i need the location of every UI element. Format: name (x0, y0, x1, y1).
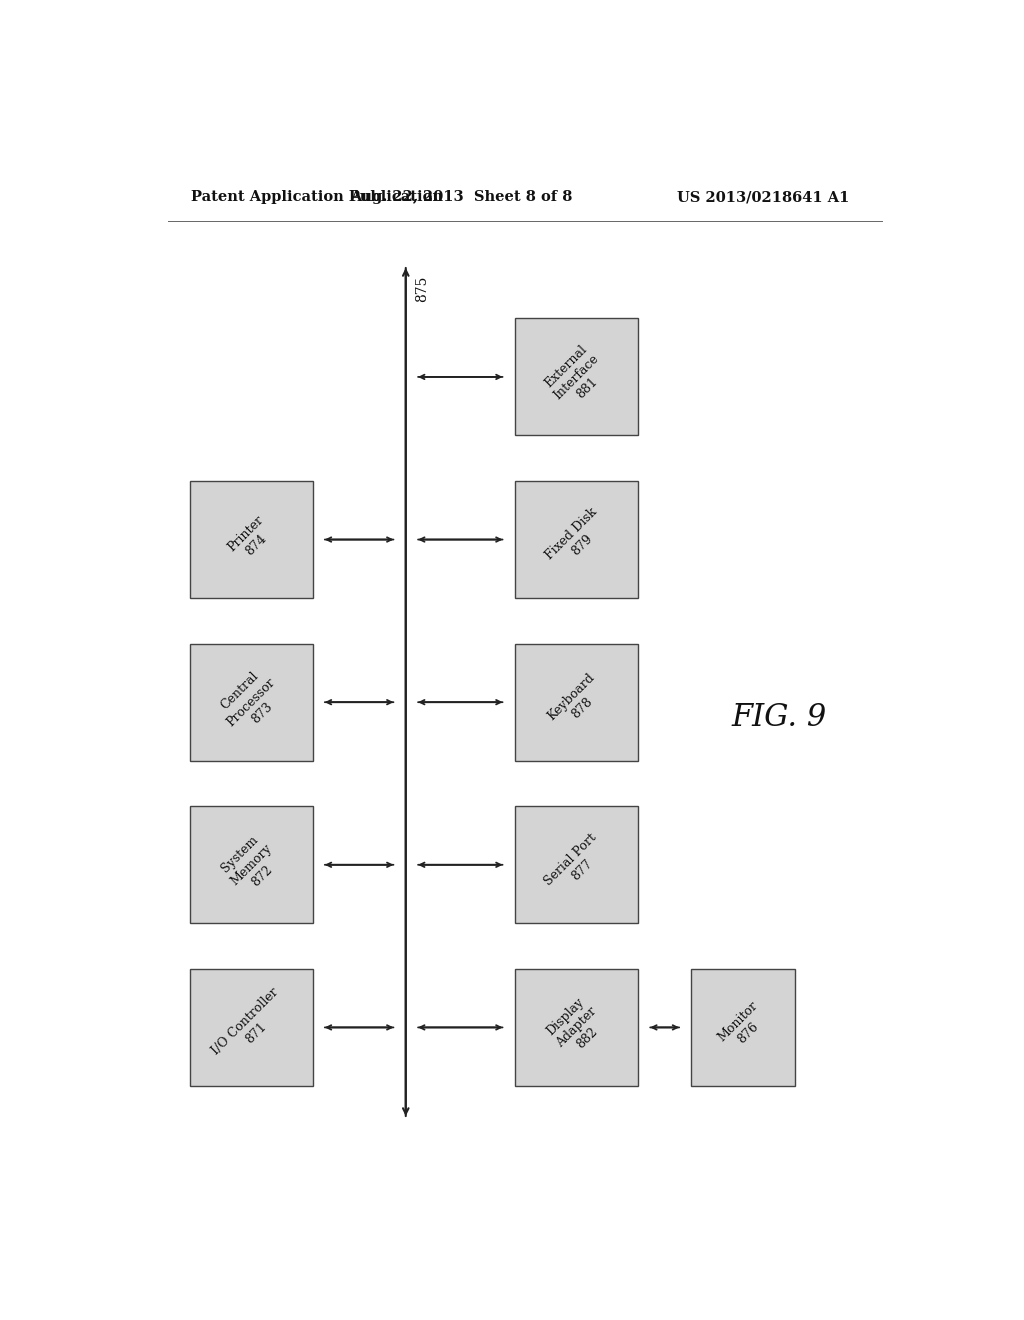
Text: I/O Controller
871: I/O Controller 871 (210, 986, 293, 1069)
Text: Aug. 22, 2013  Sheet 8 of 8: Aug. 22, 2013 Sheet 8 of 8 (350, 190, 572, 205)
Text: US 2013/0218641 A1: US 2013/0218641 A1 (677, 190, 849, 205)
Text: System
Memory
872: System Memory 872 (217, 830, 285, 899)
Bar (515, 807, 638, 923)
Bar (189, 644, 312, 760)
Bar (189, 480, 312, 598)
Bar (515, 318, 638, 436)
Text: Serial Port
877: Serial Port 877 (543, 830, 610, 899)
Text: External
Interface
881: External Interface 881 (541, 341, 612, 413)
Text: Printer
874: Printer 874 (225, 513, 276, 565)
Text: Keyboard
878: Keyboard 878 (545, 671, 608, 734)
Bar (515, 480, 638, 598)
Text: 875: 875 (416, 276, 429, 302)
Text: FIG. 9: FIG. 9 (731, 702, 826, 733)
Bar (189, 969, 312, 1086)
Bar (515, 969, 638, 1086)
Text: Fixed Disk
879: Fixed Disk 879 (543, 506, 610, 573)
Text: Central
Processor
873: Central Processor 873 (213, 664, 289, 741)
Bar (691, 969, 795, 1086)
Bar (189, 807, 312, 923)
Text: Display
Adapter
882: Display Adapter 882 (543, 994, 610, 1061)
Text: Monitor
876: Monitor 876 (715, 999, 771, 1056)
Bar (515, 644, 638, 760)
Text: Patent Application Publication: Patent Application Publication (191, 190, 443, 205)
